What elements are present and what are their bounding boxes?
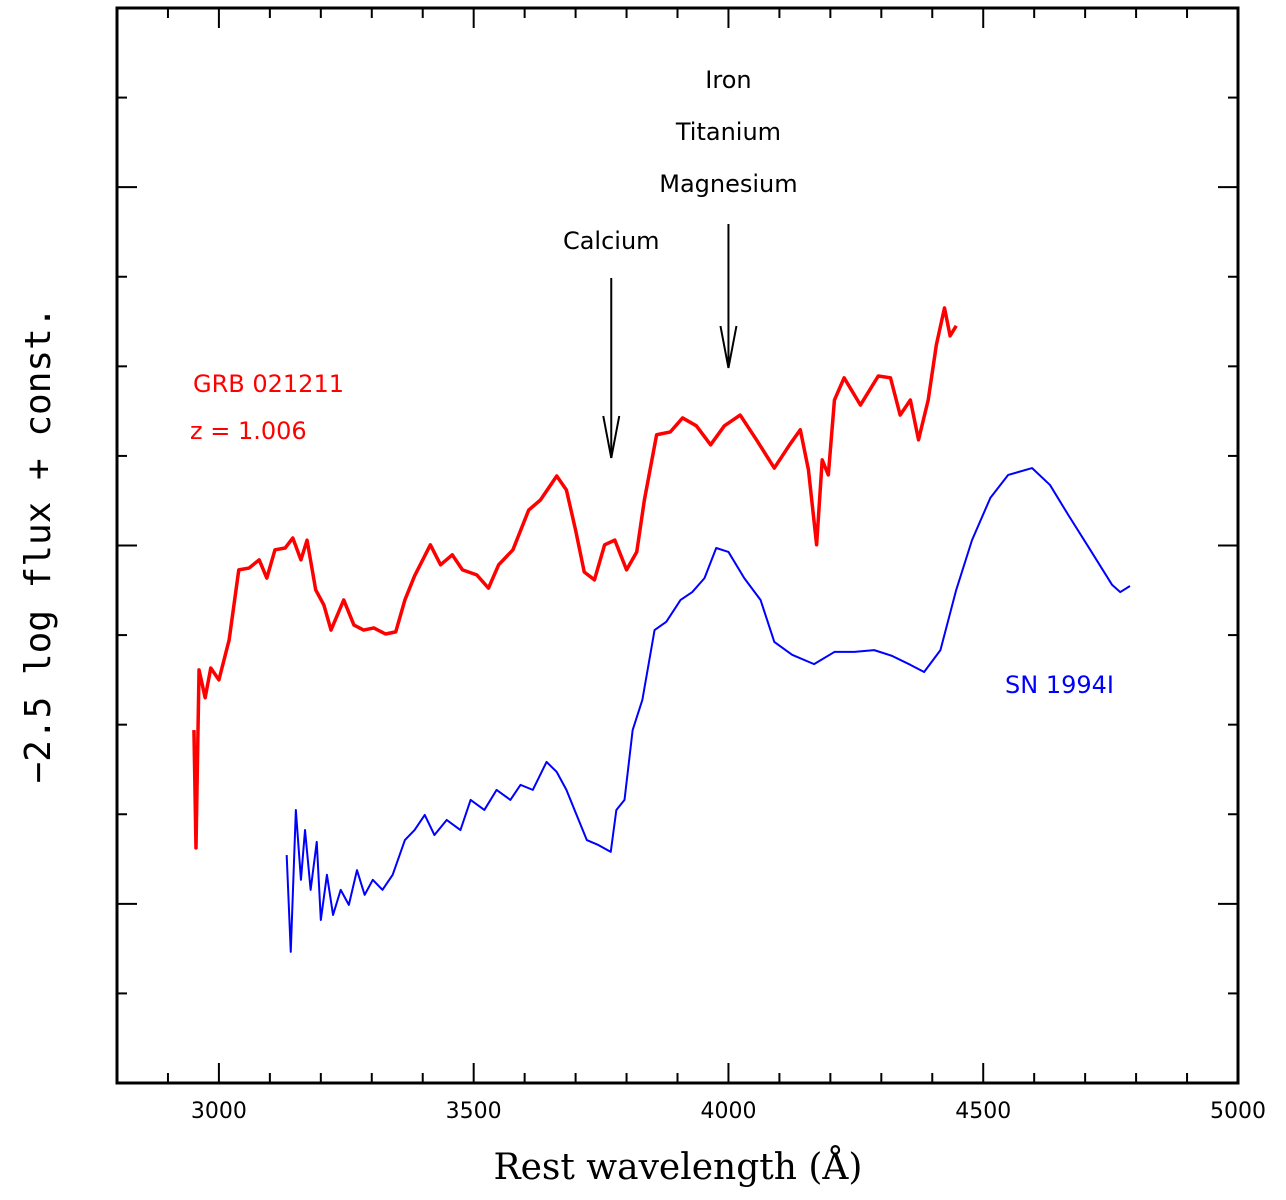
series-label: SN 1994I (1005, 671, 1114, 699)
x-tick-label: 4500 (955, 1099, 1011, 1124)
x-tick-label: 3500 (446, 1099, 502, 1124)
annotation-label: Calcium (563, 227, 660, 255)
x-axis-title: Rest wavelength (Å) (494, 1146, 863, 1188)
series-label: GRB 021211 (193, 370, 344, 398)
x-tick-label: 4000 (700, 1099, 756, 1124)
redshift-label: z = 1.006 (190, 417, 307, 445)
annotation-label: Iron (705, 66, 751, 94)
annotation-arrowhead (719, 325, 738, 369)
annotation-arrowhead (602, 415, 621, 459)
spectrum-line (192, 306, 958, 850)
x-tick-label: 5000 (1210, 1099, 1266, 1124)
annotation-label: Titanium (675, 118, 781, 146)
spectrum-line (285, 467, 1131, 953)
x-tick-label: 3000 (191, 1099, 247, 1124)
y-axis-title: −2.5 log flux + const. (18, 307, 59, 784)
annotation-label: Magnesium (659, 170, 797, 198)
